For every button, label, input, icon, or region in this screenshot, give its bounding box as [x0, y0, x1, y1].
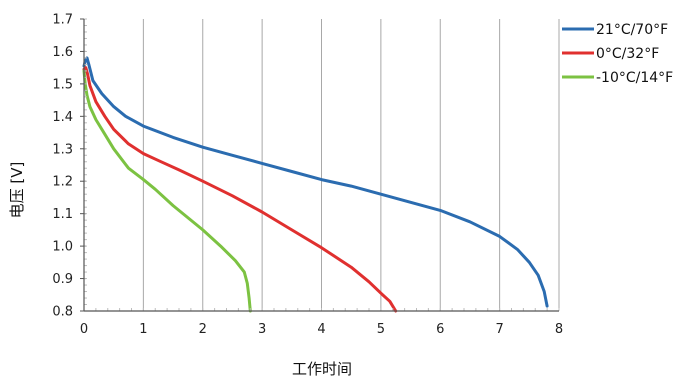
- legend-label-1: 0°C/32°F: [596, 46, 659, 62]
- y-axis-title: 电压 [V]: [8, 162, 26, 219]
- y-tick-label: 1.5: [52, 77, 73, 92]
- y-tick-label: 1.1: [52, 207, 73, 222]
- legend-label-0: 21°C/70°F: [596, 22, 668, 38]
- series-lines: [82, 56, 549, 313]
- x-tick-label: 6: [436, 322, 444, 337]
- axes: [80, 18, 560, 312]
- x-tick-label: 0: [80, 322, 88, 337]
- series-line-0: [82, 56, 549, 308]
- legend: 21°C/70°F 0°C/32°F -10°C/14°F: [562, 22, 673, 86]
- y-tick-label: 1.7: [52, 13, 73, 28]
- x-tick-label: 2: [199, 322, 207, 337]
- y-tick-label: 0.8: [52, 305, 73, 320]
- y-tick-label: 1.2: [52, 175, 73, 190]
- series-line-1: [82, 66, 398, 313]
- x-axis-title: 工作时间: [292, 360, 352, 378]
- y-tick-label: 1.6: [52, 45, 73, 60]
- legend-label-2: -10°C/14°F: [596, 70, 673, 86]
- x-tick-label: 5: [377, 322, 385, 337]
- x-tick-label: 8: [555, 322, 563, 337]
- y-tick-label: 1.4: [52, 110, 73, 125]
- x-tick-label: 1: [139, 322, 147, 337]
- gridlines: [142, 19, 560, 311]
- series-line-2: [82, 69, 252, 313]
- x-tick-label: 3: [258, 322, 266, 337]
- y-tick-label: 1.3: [52, 142, 73, 157]
- y-tick-label: 0.9: [52, 272, 73, 287]
- y-tick-label: 1.0: [52, 240, 73, 255]
- x-tick-label: 4: [317, 322, 325, 337]
- axis-ticks: 0 1 2 3 4 5 6 7 8 0.8 0.9 1.0 1.1 1.2 1.3 1.4 1.5 1.6 1.7: [52, 13, 563, 338]
- x-tick-label: 7: [495, 322, 503, 337]
